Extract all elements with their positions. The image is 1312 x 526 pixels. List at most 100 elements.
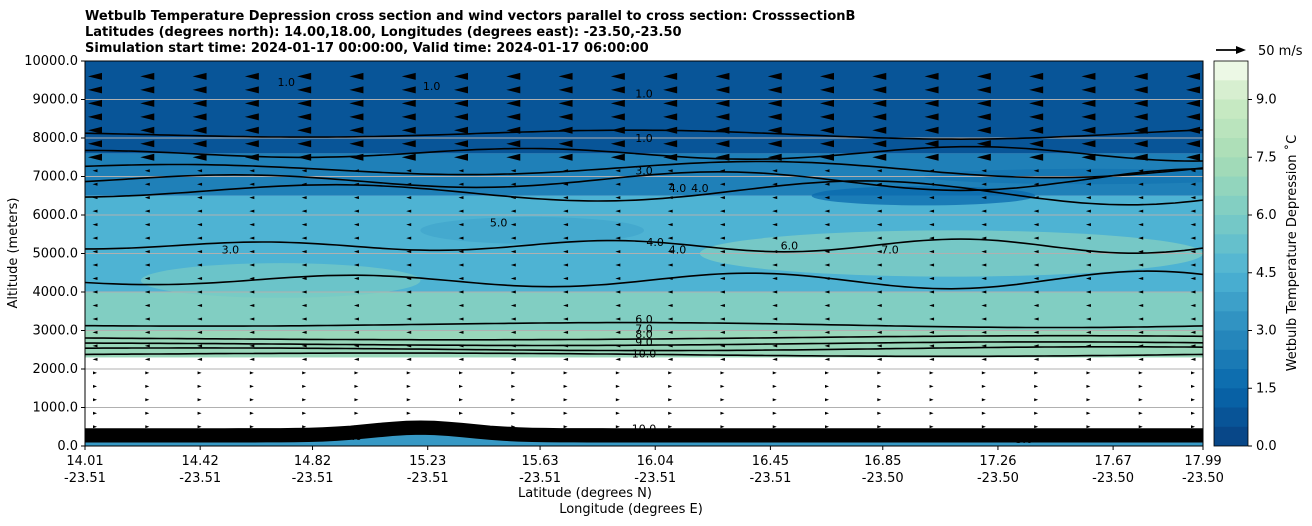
colorbar-band-16 [1214, 118, 1248, 138]
wind-vector-493 [558, 126, 573, 134]
wind-vector-40 [1034, 411, 1039, 415]
wind-vector-483 [1186, 140, 1200, 148]
wind-vector-519 [767, 113, 782, 121]
wind-vector-425 [458, 169, 464, 173]
x-tick-label-lon-3: -23.51 [407, 471, 449, 486]
contour-line-6 [85, 168, 1203, 192]
contour-label-5: 4.0 [669, 182, 687, 195]
wind-vector-297 [667, 250, 673, 254]
wind-vector-132 [92, 344, 98, 348]
wind-vector-325 [981, 236, 987, 240]
contour-label-1: 1.0 [423, 80, 441, 93]
wind-vector-3 [249, 425, 254, 429]
wind-vector-303 [981, 250, 987, 254]
wind-vector-443 [244, 153, 259, 161]
colorbar-tick-label-5: 7.5 [1256, 150, 1277, 165]
y-tick-label-0: 0.0 [57, 439, 78, 454]
wind-vector-54 [615, 398, 620, 402]
wind-vector-430 [719, 169, 725, 173]
wind-vector-523 [976, 113, 991, 121]
wind-vector-219 [1190, 303, 1196, 307]
wind-vector-172 [1033, 330, 1039, 334]
fill-patch-2 [420, 216, 644, 244]
wind-vector-350 [1138, 223, 1144, 227]
wind-vector-97 [563, 371, 568, 375]
wind-vector-105 [981, 371, 986, 375]
wind-vector-41 [1086, 411, 1091, 415]
wind-vector-131 [1190, 357, 1196, 361]
plot-area: 1.0 1.01.01.03.04.0 4.05.03.04.04.0 6.0 7.06… [85, 61, 1203, 446]
wind-vector-432 [824, 169, 830, 173]
wind-vector-562 [715, 86, 730, 94]
wind-vector-236 [929, 290, 935, 294]
contour-line-2 [85, 341, 1203, 347]
x-tick-label-lon-5: -23.51 [634, 471, 676, 486]
wind-vector-533 [349, 99, 364, 107]
wind-vector-159 [353, 330, 359, 334]
wind-vector-176 [92, 317, 98, 321]
contour-label-9: 4.0 [646, 236, 664, 249]
wind-vector-57 [772, 398, 777, 402]
wind-vector-201 [249, 303, 255, 307]
wind-vector-218 [1138, 303, 1144, 307]
wind-vector-318 [615, 236, 621, 240]
wind-vector-25 [249, 411, 254, 415]
x-tick-label-lon-0: -23.51 [64, 471, 106, 486]
contour-label-2: 1.0 [635, 88, 653, 101]
wind-vector-547 [1081, 99, 1096, 107]
wind-vector-177 [144, 317, 150, 321]
wind-vector-371 [1085, 209, 1091, 213]
wind-vector-579 [454, 72, 468, 80]
wind-vector-345 [876, 223, 882, 227]
colorbar-band-1 [1214, 407, 1248, 427]
wind-vector-70 [302, 384, 307, 388]
wind-vector-208 [615, 303, 621, 307]
wind-vector-153 [1190, 344, 1196, 348]
wind-vector-184 [510, 317, 516, 321]
wind-vector-408 [719, 182, 725, 186]
wind-vector-557 [454, 86, 468, 94]
contour-labels: 1.0 1.01.01.03.04.0 4.05.03.04.04.0 6.0 7.06… [222, 76, 1089, 446]
x-tick-label-lon-8: -23.50 [977, 471, 1019, 486]
wind-vector-253 [667, 277, 673, 281]
wind-vector-195 [1085, 317, 1091, 321]
wind-vectors [88, 72, 1200, 429]
wind-vector-217 [1085, 303, 1091, 307]
wind-vector-572 [88, 72, 102, 80]
wind-vector-92 [302, 371, 307, 375]
wind-vector-496 [715, 126, 730, 134]
wind-vector-413 [981, 182, 987, 186]
wind-vector-549 [1186, 99, 1200, 107]
x-tick-label-lat-3: 15.23 [409, 454, 446, 469]
wind-vector-526 [1133, 113, 1148, 121]
wind-vector-1 [145, 425, 150, 429]
wind-vector-144 [719, 344, 725, 348]
wind-vector-262 [1138, 277, 1144, 281]
wind-vector-284 [1138, 263, 1144, 267]
wind-vector-585 [767, 72, 782, 80]
y-axis-label: Altitude (meters) [6, 198, 21, 309]
wind-vector-374 [92, 196, 98, 200]
fill-patch-0 [140, 263, 421, 298]
wind-vector-308 [92, 236, 98, 240]
wind-vector-568 [1029, 86, 1044, 94]
wind-vector-353 [144, 209, 150, 213]
y-tick-label-5: 5000.0 [33, 247, 79, 262]
wind-vector-304 [1033, 250, 1039, 254]
wind-vector-160 [406, 330, 412, 334]
wind-vector-360 [510, 209, 516, 213]
colorbar-band-15 [1214, 138, 1248, 158]
wind-vector-122 [719, 357, 725, 361]
wind-vector-213 [876, 303, 882, 307]
wind-vector-86 [1138, 384, 1143, 388]
wind-vector-6 [406, 425, 411, 429]
wind-vector-592 [1133, 72, 1148, 80]
wind-vector-543 [872, 99, 887, 107]
wind-vector-82 [929, 384, 934, 388]
wind-vector-149 [981, 344, 987, 348]
wind-vector-334 [301, 223, 307, 227]
wind-vector-446 [401, 153, 416, 161]
contour-label-17: 10.0 [632, 347, 657, 360]
y-tick-label-9: 9000.0 [33, 93, 79, 108]
wind-vector-129 [1085, 357, 1091, 361]
